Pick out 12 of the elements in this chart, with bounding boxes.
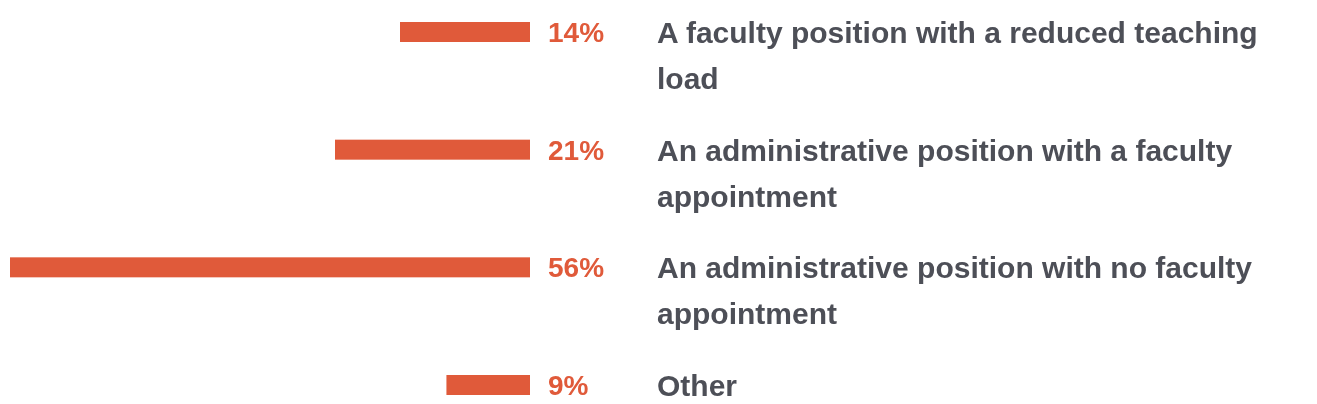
data-label: 9% (548, 370, 589, 401)
y-tick-label: Other (657, 369, 738, 402)
y-tick-label: A faculty position with a reduced teaching load (657, 16, 1258, 95)
bar (400, 22, 530, 42)
data-label: 21% (548, 134, 605, 166)
data-label: 56% (548, 252, 605, 284)
y-tick-label: An administrative position with no faculty appointment (657, 251, 1253, 331)
data-label: 14% (548, 17, 605, 48)
bar (10, 257, 530, 278)
y-tick-label: An administrative position with a faculty appointment (657, 133, 1233, 213)
bar (446, 375, 530, 395)
bar (335, 139, 530, 160)
